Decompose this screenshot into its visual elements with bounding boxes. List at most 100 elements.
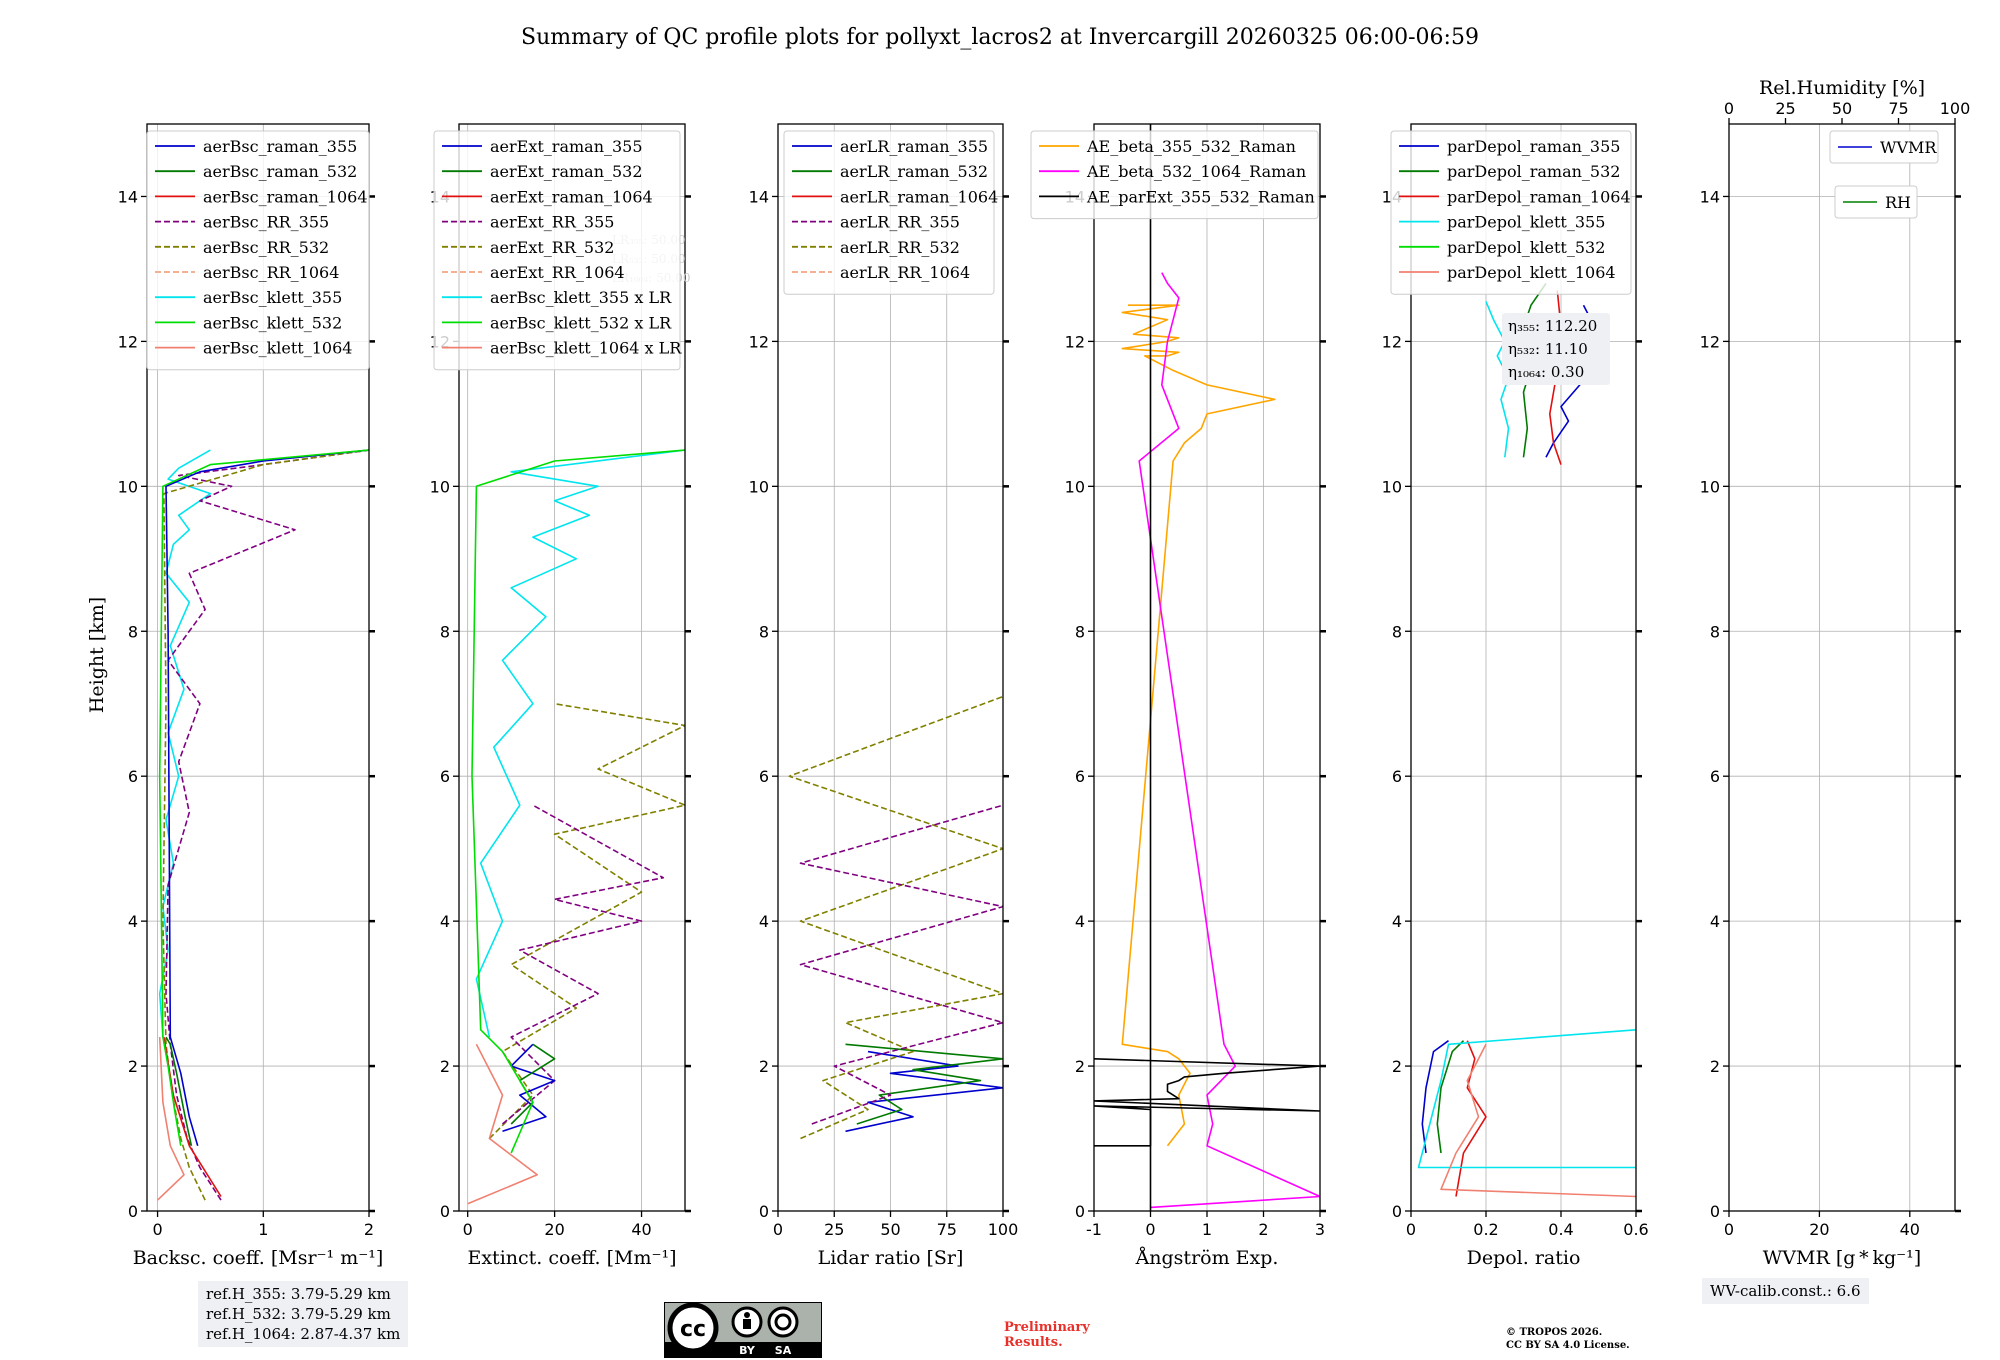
legend: AE_beta_355_532_Raman AE_beta_532_1064_Ra… <box>1030 130 1319 220</box>
ytick-label-6: 12 <box>1382 332 1402 351</box>
ytick-label-0: 0 <box>440 1202 450 1221</box>
ytick-label-7: 14 <box>1700 187 1720 206</box>
eta-label-2: η₁₀₆₄: 0.30 <box>1508 363 1584 381</box>
ytick-label-5: 10 <box>430 477 450 496</box>
series-AE_beta_355_532_Raman <box>1121 304 1276 1147</box>
series-aerBsc_raman_532 <box>165 1036 193 1146</box>
series-parDepol_klett_355 <box>1417 1029 1636 1169</box>
legend-label-3: aerLR_RR_355 <box>840 213 960 232</box>
x-axis-label: Extinct. coeff. [Mm⁻¹] <box>467 1247 676 1269</box>
ytick-label-5: 10 <box>1700 477 1720 496</box>
series-aerBsc_klett_1064 <box>157 1037 185 1201</box>
xtick-label-0: 0 <box>1406 1220 1416 1239</box>
legend-label-5: aerBsc_RR_1064 <box>203 263 339 282</box>
preliminary-line-2: Results. <box>1004 1335 1063 1350</box>
ytick-label-6: 12 <box>1700 332 1720 351</box>
sa-share-icon <box>767 1306 799 1338</box>
ytick-label-1: 2 <box>128 1057 138 1076</box>
xtick-label-2: 1 <box>1202 1220 1212 1239</box>
xtick-label-4: 100 <box>988 1220 1019 1239</box>
ytick-label-4: 8 <box>1710 622 1720 641</box>
xtick-label-3: 2 <box>1258 1220 1268 1239</box>
legend-box <box>1030 130 1319 220</box>
series-parDepol_raman_355 <box>1421 1040 1449 1154</box>
xtick-label-2: 40 <box>1900 1220 1920 1239</box>
axes-frame <box>1728 123 1956 1212</box>
legend-label-0: AE_beta_355_532_Raman <box>1086 137 1296 156</box>
y-axis-label: Height [km] <box>86 597 108 713</box>
legend-box <box>433 130 681 371</box>
wv-calibration-box: WV-calib.const.: 6.6 <box>1702 1278 1869 1304</box>
ytick-label-1: 2 <box>1392 1057 1402 1076</box>
xtick-label-1: 20 <box>1809 1220 1829 1239</box>
ytick-label-3: 6 <box>1075 767 1085 786</box>
ytick-label-0: 0 <box>1075 1202 1085 1221</box>
ytick-label-2: 4 <box>128 912 138 931</box>
series-group <box>467 449 685 1205</box>
x-axis-label: Depol. ratio <box>1467 1247 1581 1269</box>
ytick-label-6: 12 <box>1065 332 1085 351</box>
cc-logo-text: cc <box>680 1317 706 1342</box>
legend-label-3: aerBsc_RR_355 <box>203 213 329 232</box>
wv-calibration-constant: WV-calib.const.: 6.6 <box>1710 1282 1861 1300</box>
series-group <box>157 449 369 1201</box>
legend-rh-label: RH <box>1885 193 1911 212</box>
legend-label-2: aerLR_raman_1064 <box>840 187 998 206</box>
series-aerBsc_RR_532 <box>162 449 369 1201</box>
ytick-label-0: 0 <box>128 1202 138 1221</box>
series-aerLR_RR_355 <box>799 804 1003 1125</box>
x-axis-label: WVMR [g * kg⁻¹] <box>1763 1247 1921 1269</box>
ytick-label-2: 4 <box>759 912 769 931</box>
axes-frame <box>1410 123 1637 1212</box>
top-xtick-label-0: 0 <box>1724 99 1734 118</box>
ytick-label-1: 2 <box>759 1057 769 1076</box>
legend-label-2: aerExt_raman_1064 <box>490 187 653 206</box>
series-parDepol_klett_1064 <box>1440 1043 1636 1198</box>
ytick-label-1: 2 <box>1710 1057 1720 1076</box>
top-xtick-label-2: 50 <box>1832 99 1852 118</box>
x-axis-label: Backsc. coeff. [Msr⁻¹ m⁻¹] <box>133 1247 384 1269</box>
copyright-notice: © TROPOS 2026. CC BY SA 4.0 License. <box>1506 1326 1630 1352</box>
legend: aerExt_raman_355 aerExt_raman_532 aerExt_r… <box>433 130 682 371</box>
ytick-label-5: 10 <box>1382 477 1402 496</box>
legend-label-6: aerBsc_klett_355 x LR <box>490 288 672 307</box>
legend-label-5: aerLR_RR_1064 <box>840 263 970 282</box>
xtick-label-2: 50 <box>880 1220 900 1239</box>
xtick-label-1: 1 <box>258 1220 268 1239</box>
ytick-label-3: 6 <box>440 767 450 786</box>
top-xtick-label-4: 100 <box>1940 99 1971 118</box>
legend-box <box>1390 130 1632 295</box>
ytick-label-7: 14 <box>118 187 138 206</box>
ytick-label-7: 14 <box>749 187 769 206</box>
ytick-label-2: 4 <box>1710 912 1720 931</box>
preliminary-notice: Preliminary Results. <box>1004 1320 1090 1350</box>
xtick-label-0: -1 <box>1086 1220 1102 1239</box>
legend-label-8: aerBsc_klett_1064 <box>203 339 352 358</box>
legend-wvmr-box <box>1829 130 1939 164</box>
ytick-label-4: 8 <box>1392 622 1402 641</box>
legend-label-4: parDepol_klett_532 <box>1447 238 1605 257</box>
series-aerBsc_raman_355 <box>165 449 369 1147</box>
ytick-label-0: 0 <box>1392 1202 1402 1221</box>
legend-label-1: parDepol_raman_532 <box>1447 162 1620 181</box>
legend-box <box>783 130 995 295</box>
legend: aerLR_raman_355 aerLR_raman_532 aerLR_rama… <box>783 130 998 295</box>
xtick-label-4: 3 <box>1315 1220 1325 1239</box>
series-group <box>1094 124 1320 1211</box>
ref-height-1064: ref.H_1064: 2.87-4.37 km <box>206 1325 401 1343</box>
legend-label-3: aerExt_RR_355 <box>490 213 614 232</box>
legend-label-0: aerBsc_raman_355 <box>203 137 357 156</box>
series-aerLR_RR_532 <box>788 695 1003 1140</box>
cc-sa-label: SA <box>775 1344 792 1357</box>
xtick-label-2: 40 <box>631 1220 651 1239</box>
series-AE_parExt_355_532_Raman <box>1094 1058 1320 1147</box>
top-xtick-label-1: 25 <box>1775 99 1795 118</box>
legend-label-6: aerBsc_klett_355 <box>203 288 342 307</box>
ytick-label-6: 12 <box>118 332 138 351</box>
cc-license-badge: cc BY SA <box>664 1302 822 1358</box>
axes-frame <box>146 123 370 1212</box>
legend-label-8: aerBsc_klett_1064 x LR <box>490 339 682 358</box>
panel-lidar_ratio: 0 2 4 6 8 10 12 14 0 25 50 75 100 Lidar ratio [Sr] aer… <box>749 123 1019 1269</box>
